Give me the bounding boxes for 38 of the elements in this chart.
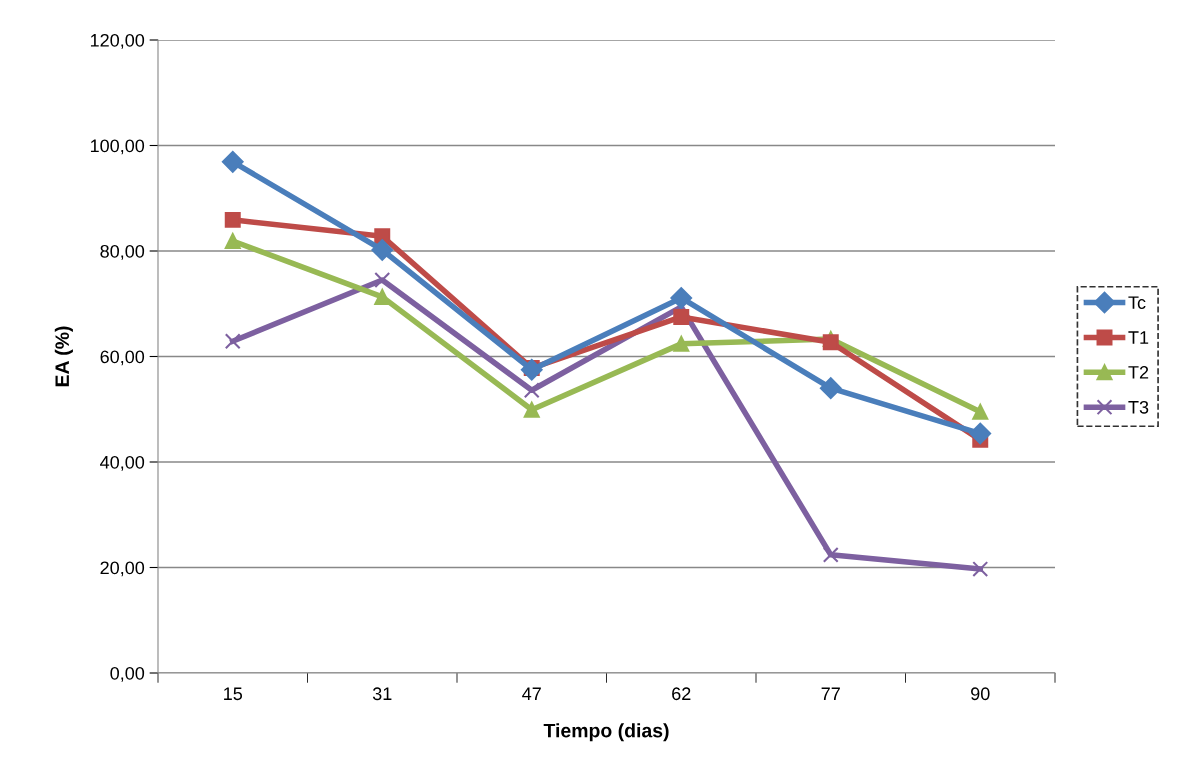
x-tick-label: 47 — [522, 687, 541, 700]
y-tick-label: 40,00 — [100, 455, 145, 471]
y-tick-label: 100,00 — [90, 139, 145, 155]
y-tick-label: 120,00 — [90, 33, 145, 49]
point — [224, 232, 241, 249]
y-axis-title: EA (%) — [54, 326, 73, 387]
point — [523, 382, 540, 399]
point — [224, 333, 241, 350]
x-axis-title: Tiempo (dias) — [543, 723, 669, 742]
point — [972, 403, 989, 420]
point — [822, 546, 839, 563]
point — [224, 211, 241, 228]
point — [822, 334, 839, 351]
y-tick-label: 0,00 — [110, 666, 145, 682]
point — [670, 287, 693, 309]
y-tick-label: 60,00 — [100, 350, 145, 366]
x-tick-label: 62 — [672, 687, 691, 701]
point — [969, 422, 992, 445]
point — [819, 377, 842, 400]
point — [520, 358, 543, 381]
legend-label: T2 — [1128, 366, 1149, 379]
x-tick-label: 15 — [224, 687, 243, 701]
legend-label: Tc — [1128, 296, 1146, 310]
point — [371, 239, 394, 261]
point — [523, 401, 540, 418]
x-tick-label: 31 — [372, 687, 392, 701]
point — [972, 561, 989, 578]
point — [673, 308, 690, 325]
point — [673, 335, 690, 352]
point — [374, 288, 391, 305]
y-tick-label: 20,00 — [100, 561, 145, 577]
y-tick-label: 80,00 — [100, 244, 145, 260]
point — [221, 150, 244, 173]
legend-label: T3 — [1128, 400, 1149, 414]
x-tick-label: 90 — [971, 687, 990, 701]
legend-label: T1 — [1128, 331, 1149, 344]
point — [374, 272, 391, 288]
x-tick-label: 77 — [821, 687, 840, 700]
